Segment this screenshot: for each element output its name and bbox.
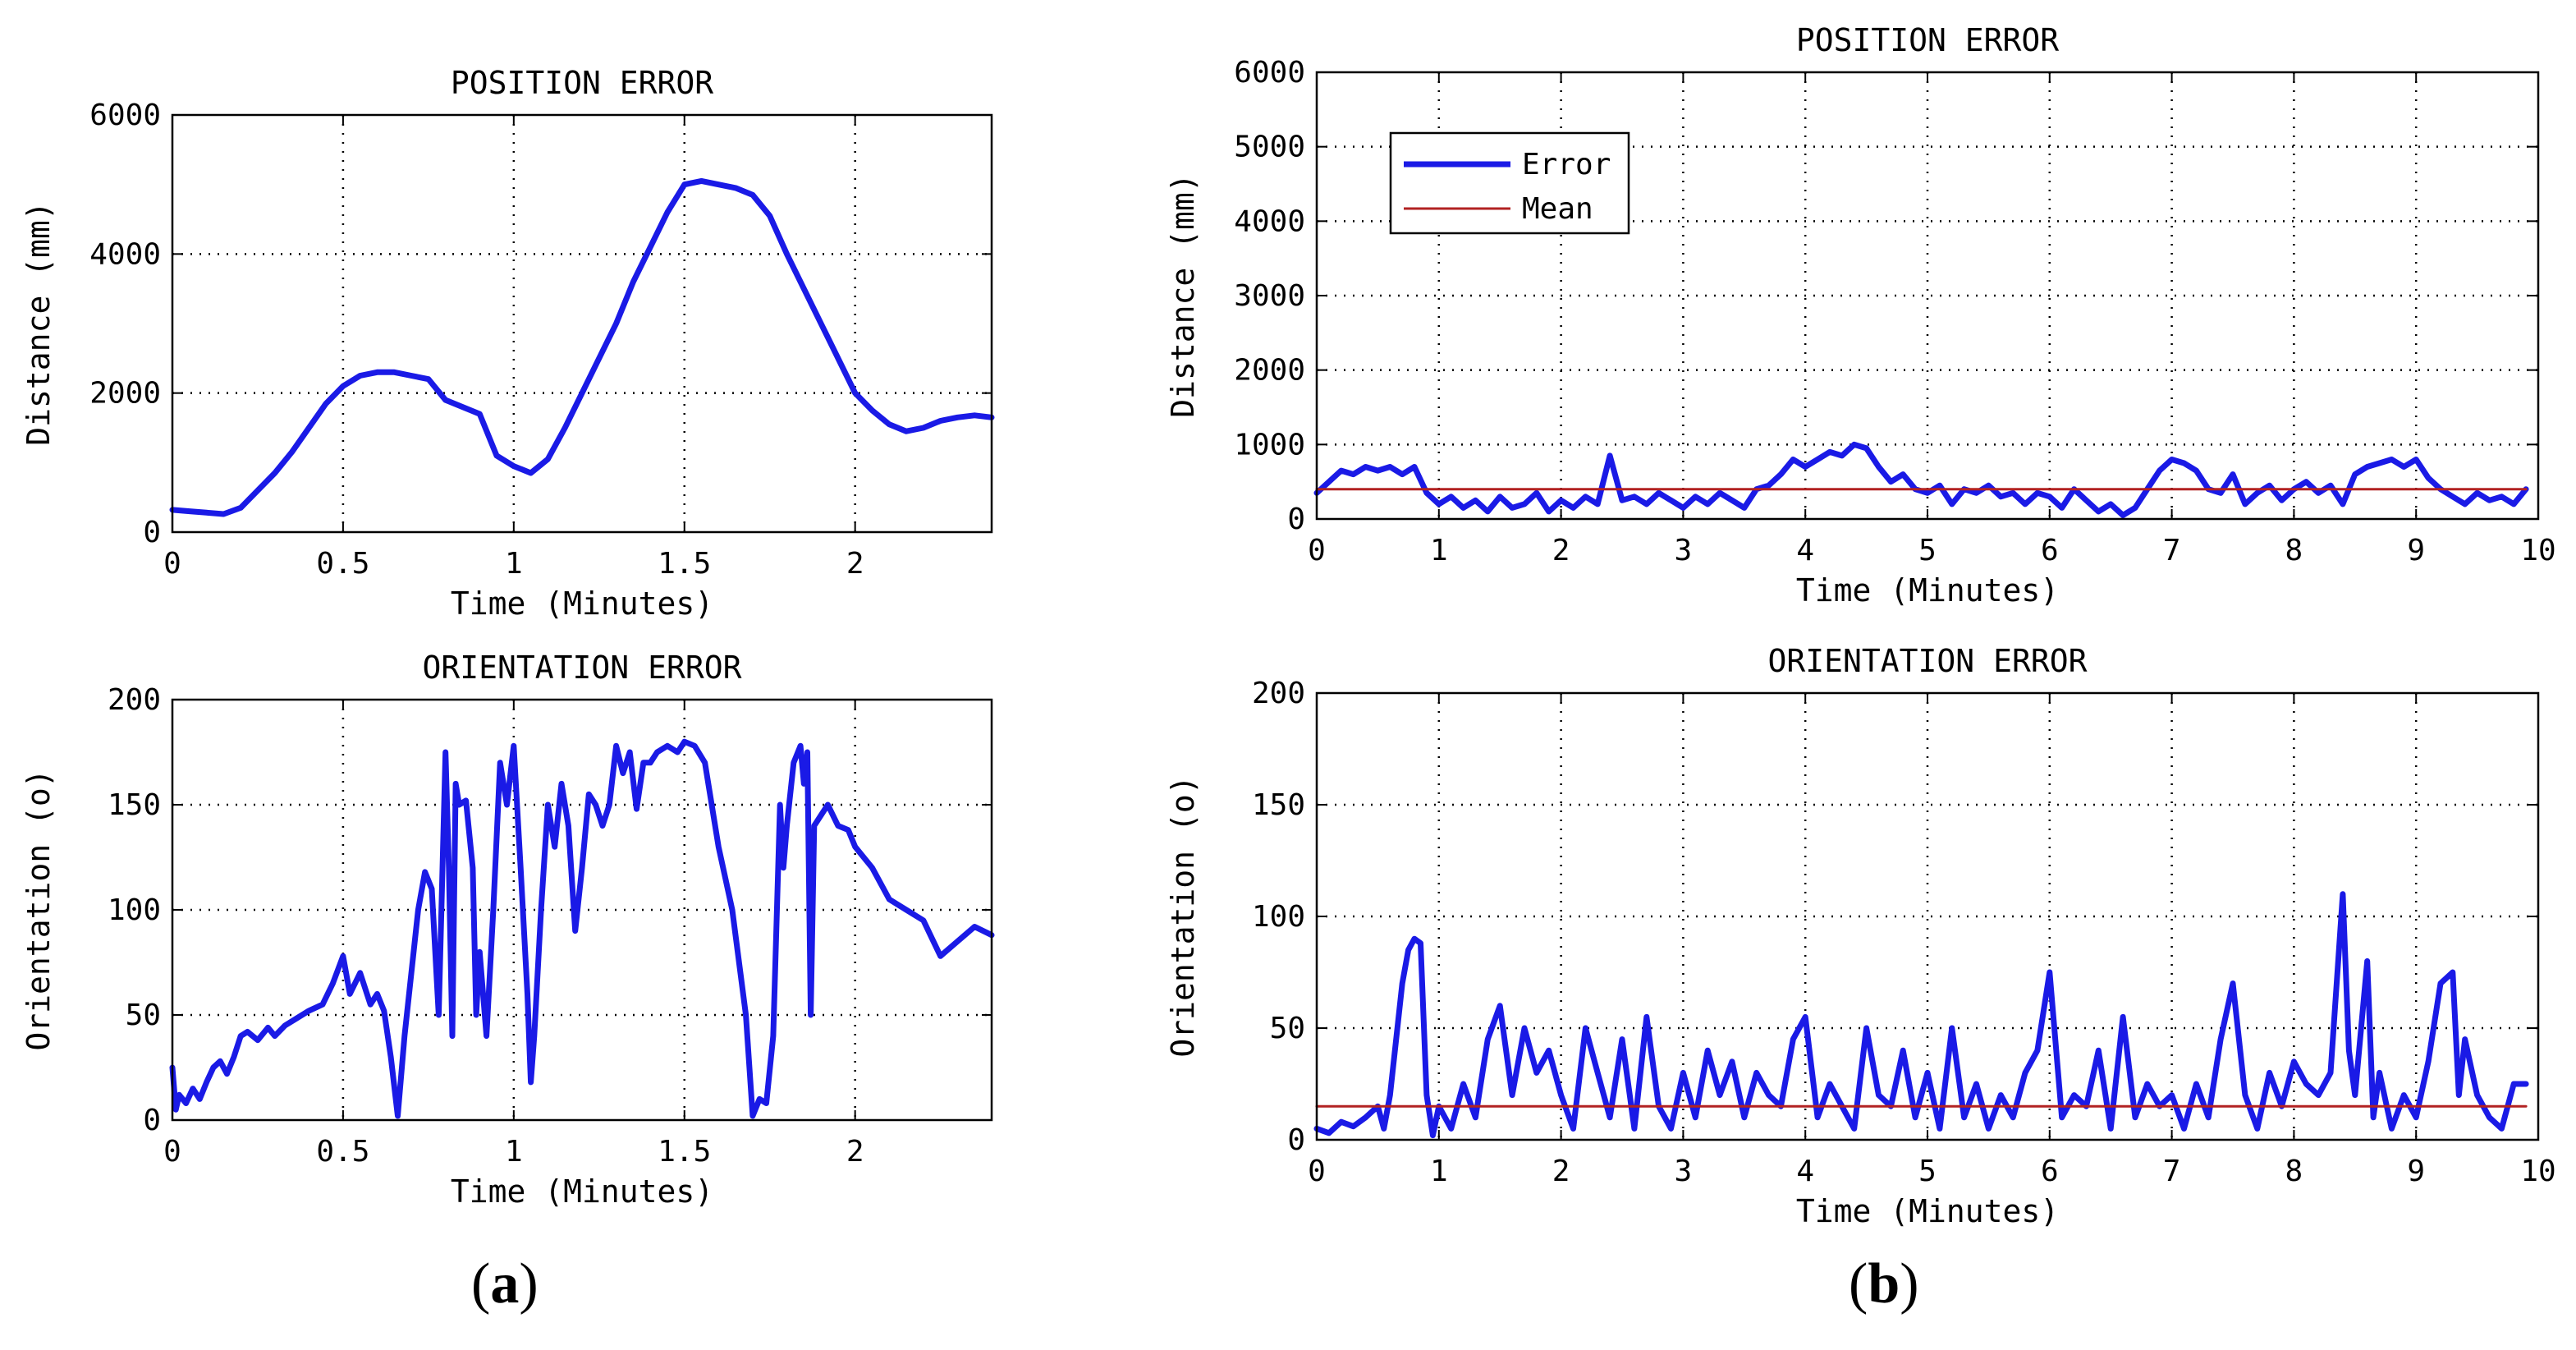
caption-a-letter: a (490, 1252, 520, 1316)
y-tick-label: 2000 (1234, 354, 1305, 388)
x-tick-label: 6 (2041, 1155, 2059, 1188)
y-tick-label: 100 (108, 893, 161, 927)
y-tick-label: 150 (108, 788, 161, 822)
x-tick-label: 3 (1675, 1155, 1693, 1188)
series-error-line (1313, 891, 2529, 1139)
axes-box (171, 113, 993, 534)
x-tick-label: 0 (163, 1135, 181, 1169)
x-tick-label: 9 (2407, 534, 2425, 567)
y-tick-label: 4000 (89, 237, 161, 271)
x-axis-label: Time (Minutes) (451, 585, 713, 622)
x-tick-label: 2 (1552, 1155, 1570, 1188)
x-axis-label: Time (Minutes) (1796, 572, 2059, 608)
x-tick-label: 1 (1430, 1155, 1448, 1188)
y-tick-label: 50 (126, 999, 161, 1032)
x-tick-label: 4 (1796, 1155, 1814, 1188)
x-axis-label: Time (Minutes) (1796, 1193, 2059, 1229)
x-tick-label: 0 (163, 547, 181, 581)
x-tick-label: 3 (1675, 534, 1693, 567)
x-tick-label: 6 (2041, 534, 2059, 567)
y-tick-label: 4000 (1234, 204, 1305, 238)
x-tick-label: 5 (1918, 534, 1937, 567)
y-tick-label: 5000 (1234, 131, 1305, 164)
chart-title: POSITION ERROR (1796, 22, 2059, 58)
chart-a-orientation: 0 0.5 1 1.5 2 0 50 100 150 200 ORIENTATION ERROR Ti… (21, 650, 995, 1210)
x-tick-label: 4 (1796, 534, 1814, 567)
y-axis-label: Orientation (o) (21, 769, 57, 1050)
x-axis-label: Time (Minutes) (451, 1173, 713, 1210)
legend-box (1389, 131, 1630, 235)
x-tick-label: 7 (2163, 534, 2181, 567)
axes-box (171, 698, 993, 1122)
x-tick-label: 1.5 (658, 547, 711, 581)
x-tick-label: 5 (1918, 1155, 1937, 1188)
y-tick-label: 0 (1287, 1123, 1305, 1157)
y-tick-label: 50 (1270, 1012, 1305, 1045)
y-tick-label: 0 (143, 516, 161, 549)
x-tick-label: 0.5 (316, 1135, 369, 1169)
chart-title: ORIENTATION ERROR (1768, 643, 2088, 679)
chart-title: POSITION ERROR (451, 65, 713, 101)
y-tick-label: 6000 (89, 99, 161, 132)
y-tick-label: 0 (143, 1104, 161, 1137)
legend-label-mean: Mean (1522, 192, 1593, 226)
y-tick-label: 3000 (1234, 279, 1305, 313)
y-tick-label: 2000 (89, 377, 161, 411)
x-tick-label: 7 (2163, 1155, 2181, 1188)
chart-title: ORIENTATION ERROR (423, 650, 742, 686)
x-tick-label: 0 (1308, 534, 1326, 567)
x-tick-label: 0 (1308, 1155, 1326, 1188)
caption-b: (b) (1849, 1252, 1919, 1316)
y-tick-label: 0 (1287, 503, 1305, 536)
y-axis-label: Orientation (o) (1165, 775, 1201, 1057)
x-tick-label: 8 (2285, 534, 2303, 567)
y-axis-label: Distance (mm) (1165, 173, 1201, 417)
y-tick-label: 200 (108, 683, 161, 717)
y-tick-label: 6000 (1234, 56, 1305, 90)
series-error-line (169, 177, 995, 517)
x-tick-label: 2 (846, 1135, 864, 1169)
x-tick-label: 1.5 (658, 1135, 711, 1169)
x-tick-label: 10 (2520, 1155, 2555, 1188)
x-tick-label: 2 (846, 547, 864, 581)
x-tick-label: 1 (1430, 534, 1448, 567)
y-tick-label: 200 (1252, 677, 1305, 710)
x-tick-label: 8 (2285, 1155, 2303, 1188)
y-tick-label: 150 (1252, 788, 1305, 822)
x-tick-label: 2 (1552, 534, 1570, 567)
x-tick-label: 10 (2520, 534, 2555, 567)
x-tick-label: 9 (2407, 1155, 2425, 1188)
y-tick-label: 100 (1252, 900, 1305, 934)
y-tick-label: 1000 (1234, 428, 1305, 461)
axes-box (1315, 71, 2540, 521)
series-error-line (169, 738, 995, 1119)
y-axis-label: Distance (mm) (21, 201, 57, 445)
x-tick-label: 0.5 (316, 547, 369, 581)
chart-b-position: 0 1 2 3 4 5 6 7 8 9 10 0 1000 2000 3000 4000 5000 6000 POS… (1165, 22, 2556, 608)
x-tick-label: 1 (505, 1135, 523, 1169)
chart-a-position: 0 0.5 1 1.5 2 0 2000 4000 6000 POSITION ERROR Time… (21, 65, 995, 622)
x-tick-label: 1 (505, 547, 523, 581)
axes-box (1315, 691, 2540, 1141)
caption-b-letter: b (1868, 1252, 1900, 1316)
caption-a: (a) (471, 1252, 539, 1316)
legend-label-error: Error (1522, 148, 1611, 181)
legend: Error Mean (1389, 131, 1630, 235)
series-error-line (1313, 441, 2529, 518)
